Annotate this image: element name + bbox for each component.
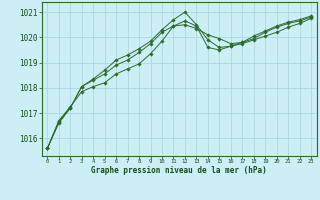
X-axis label: Graphe pression niveau de la mer (hPa): Graphe pression niveau de la mer (hPa) (91, 166, 267, 175)
